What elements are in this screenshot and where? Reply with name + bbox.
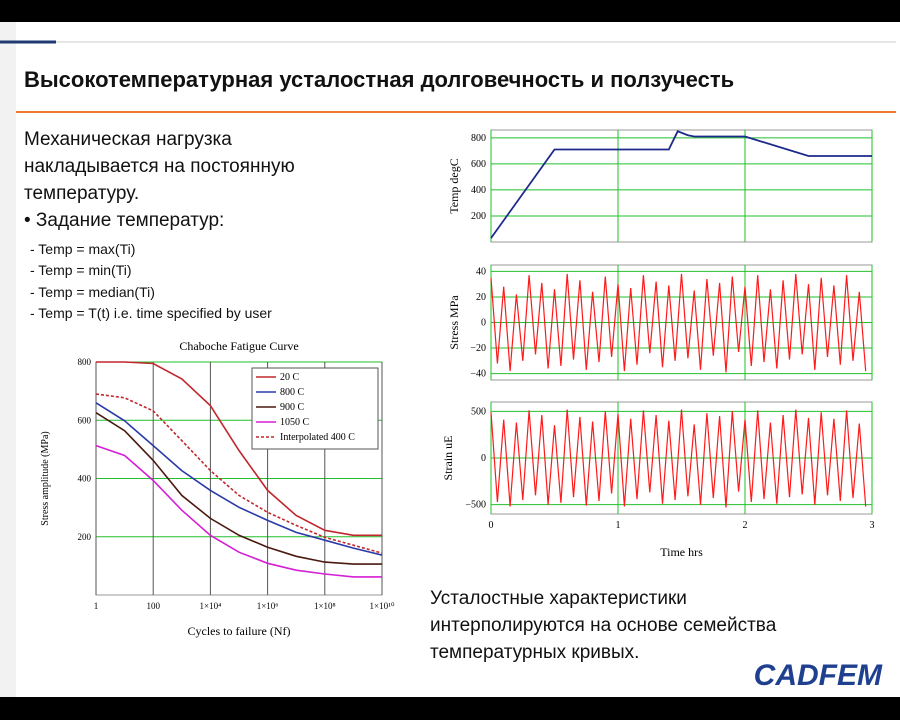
body-text: - Temp = T(t) i.e. time specified by use…	[30, 305, 272, 321]
x-tick-label: 1	[616, 520, 621, 531]
y-axis-label: Stress MPa	[447, 295, 461, 350]
body-text: температурных кривых.	[430, 642, 639, 663]
y-axis-label: Strain uE	[441, 436, 455, 481]
x-tick-label: 0	[489, 520, 494, 531]
body-text: - Temp = max(Ti)	[30, 241, 135, 257]
series-line	[95, 412, 382, 565]
y-tick-label: 800	[471, 133, 486, 144]
x-axis-label: Time hrs	[660, 545, 703, 559]
body-text: • Задание температур:	[24, 210, 224, 231]
body-text: накладывается на постоянную	[24, 156, 295, 177]
y-tick-label: −40	[470, 369, 486, 380]
series-line	[96, 361, 382, 537]
x-tick-label: 1×10⁶	[257, 601, 279, 611]
body-text: Механическая нагрузка	[24, 129, 232, 150]
y-tick-label: 200	[471, 211, 486, 222]
body-text: - Temp = min(Ti)	[30, 262, 132, 278]
series-line	[490, 273, 867, 373]
series-line	[490, 130, 872, 239]
body-text: Усталостные характеристики	[430, 588, 687, 609]
series-line	[95, 393, 383, 554]
series-line	[95, 402, 383, 556]
left-strip	[0, 22, 16, 697]
x-tick-label: 1×10¹⁰	[370, 601, 395, 611]
x-axis-label: Cycles to failure (Nf)	[188, 624, 291, 638]
x-tick-label: 1	[94, 601, 99, 611]
y-tick-label: 20	[476, 292, 486, 303]
y-tick-label: 0	[481, 318, 486, 329]
left-text: Механическая нагрузка накладывается на по…	[24, 129, 295, 321]
y-tick-label: 40	[476, 266, 486, 277]
legend-label: 20 C	[280, 372, 300, 383]
body-text: температуру.	[24, 183, 139, 204]
y-axis-label: Stress amplitude (MPa)	[40, 431, 51, 525]
chart-title: Chaboche Fatigue Curve	[179, 339, 298, 353]
y-tick-label: 200	[78, 532, 92, 542]
body-text: - Temp = median(Ti)	[30, 284, 155, 300]
y-tick-label: 600	[78, 415, 92, 425]
y-tick-label: −20	[470, 343, 486, 354]
bottom-text: Усталостные характеристики интерполируютс…	[430, 588, 777, 663]
x-tick-label: 3	[870, 520, 875, 531]
y-tick-label: 600	[471, 159, 486, 170]
legend-label: 1050 C	[280, 417, 310, 428]
y-tick-label: 500	[471, 406, 486, 417]
y-axis-label: Temp degC	[447, 158, 461, 213]
series-line	[490, 409, 867, 508]
y-tick-label: 400	[471, 185, 486, 196]
y-tick-label: 800	[78, 357, 92, 367]
slide-title: Высокотемпературная усталостная долговеч…	[24, 67, 734, 92]
plot-area	[490, 129, 873, 243]
body-text: интерполируются на основе семейства	[430, 615, 777, 636]
legend-label: Interpolated 400 C	[280, 432, 355, 443]
y-tick-label: −500	[465, 500, 486, 511]
legend-label: 900 C	[280, 402, 305, 413]
y-tick-label: 400	[78, 474, 92, 484]
x-tick-label: 100	[146, 601, 160, 611]
legend-box	[251, 367, 379, 450]
y-tick-label: 0	[481, 453, 486, 464]
x-tick-label: 1×10⁸	[314, 601, 336, 611]
logo: CADFEM	[754, 659, 883, 692]
x-tick-label: 1×10⁴	[200, 601, 222, 611]
x-tick-label: 2	[743, 520, 748, 531]
legend-label: 800 C	[280, 387, 305, 398]
series-line	[95, 444, 382, 578]
